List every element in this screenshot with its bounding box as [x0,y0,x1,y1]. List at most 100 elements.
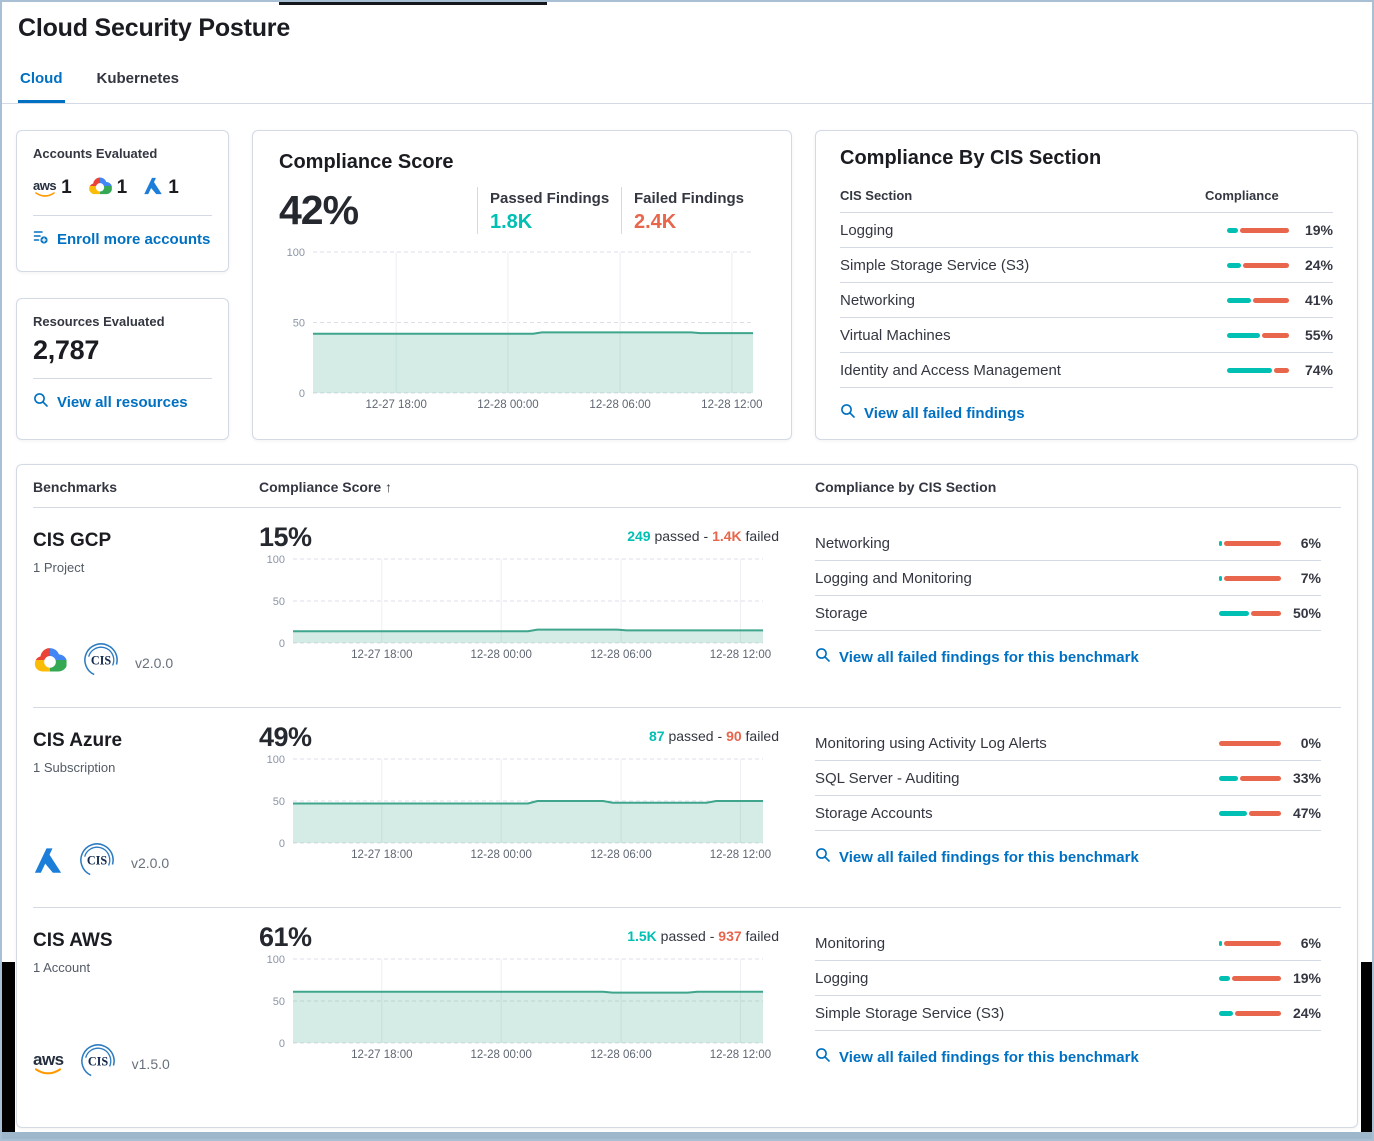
svg-text:12-27 18:00: 12-27 18:00 [351,849,412,861]
compliance-bar [1227,332,1289,338]
search-icon [815,1047,831,1067]
benchmark-section-row: Networking 6% [815,526,1321,561]
gcp-icon [88,176,112,201]
svg-text:12-28 06:00: 12-28 06:00 [590,649,651,661]
compliance-bar [1219,540,1281,546]
compliance-score-value: 42% [279,187,359,233]
letterbox-right [1361,962,1372,1136]
aws-icon: aws [33,1051,64,1076]
benchmark-trend-chart: 0 50 100 12-27 18:00 12-28 00:00 12-28 06:00 1… [259,753,779,868]
svg-text:50: 50 [273,796,285,808]
benchmark-scope: 1 Project [33,560,85,575]
svg-text:0: 0 [279,638,285,650]
failed-findings-value: 2.4K [633,211,677,233]
compliance-score-card: Compliance Score 42% Passed Findings 1.8… [252,130,792,440]
compliance-bar [1227,367,1289,373]
svg-text:100: 100 [287,247,305,259]
view-failed-findings-benchmark-link[interactable]: View all failed findings for this benchm… [815,647,1321,667]
svg-text:12-28 12:00: 12-28 12:00 [710,649,771,661]
svg-text:12-28 06:00: 12-28 06:00 [590,849,651,861]
svg-text:12-28 12:00: 12-28 12:00 [710,1049,771,1061]
cis-section-table: CIS Section Compliance Logging 19% Simpl… [840,182,1333,388]
benchmark-section-row: SQL Server - Auditing 33% [815,761,1321,796]
benchmark-trend-chart: 0 50 100 12-27 18:00 12-28 00:00 12-28 06:00 1… [259,953,779,1068]
compliance-bar [1227,262,1289,268]
compliance-bar [1227,227,1289,233]
cis-section-row: Logging 19% [840,213,1333,248]
benchmark-row-cis-azure: CIS Azure 1 Subscription [33,708,1341,908]
tab-bar: Cloud Kubernetes [2,70,1372,104]
svg-text:50: 50 [293,318,305,330]
resources-evaluated-title: Resources Evaluated [33,314,165,329]
svg-text:12-28 12:00: 12-28 12:00 [701,399,762,411]
provider-counts: aws 1 [33,173,212,203]
cis-logo: CIS [77,840,117,885]
resources-evaluated-value: 2,787 [33,335,100,365]
svg-text:100: 100 [267,754,285,766]
aws-account-count: aws 1 [33,177,72,198]
svg-text:100: 100 [267,954,285,966]
compliance-bar [1219,940,1281,946]
svg-text:12-27 18:00: 12-27 18:00 [351,649,412,661]
svg-text:12-28 00:00: 12-28 00:00 [471,1049,532,1061]
benchmarks-column-header: Benchmarks [33,465,259,508]
cis-section-row: Simple Storage Service (S3) 24% [840,248,1333,283]
search-icon [815,847,831,867]
compliance-bar [1219,810,1281,816]
gcp-account-count: 1 [88,176,127,201]
compliance-column-header: Compliance [1205,188,1279,203]
svg-text:0: 0 [279,1038,285,1050]
dashboard-content: Accounts Evaluated aws 1 [2,104,1372,1128]
letterbox-left [2,962,15,1136]
tab-cloud[interactable]: Cloud [18,70,65,103]
cis-section-column-header: CIS Section [840,188,913,203]
svg-text:12-28 06:00: 12-28 06:00 [589,399,650,411]
view-all-failed-findings-link[interactable]: View all failed findings [840,403,1333,423]
benchmark-score: 15% [259,522,312,552]
failed-findings-kpi: Failed Findings 2.4K [620,187,765,234]
accounts-evaluated-card: Accounts Evaluated aws 1 [16,130,229,272]
passed-failed-summary: 1.5K passed - 937 failed [627,928,779,944]
compliance-bar [1219,575,1281,581]
benchmark-scope: 1 Account [33,960,91,975]
svg-text:100: 100 [267,554,285,566]
benchmark-version: v1.5.0 [131,1055,170,1072]
view-all-resources-link[interactable]: View all resources [33,392,212,412]
benchmark-row-cis-gcp: CIS GCP 1 Project [33,508,1341,708]
accounts-evaluated-title: Accounts Evaluated [33,146,158,161]
cis-section-row: Networking 41% [840,283,1333,318]
tab-kubernetes[interactable]: Kubernetes [96,70,180,87]
cis-section-card-title: Compliance By CIS Section [840,147,1102,169]
compliance-score-title: Compliance Score [279,151,454,173]
svg-text:12-28 00:00: 12-28 00:00 [471,849,532,861]
card-divider [33,378,212,379]
search-icon [815,647,831,667]
benchmark-name: CIS AWS [33,930,113,951]
compliance-score-column-header[interactable]: Compliance Score ↑ [259,465,779,508]
passed-findings-kpi: Passed Findings 1.8K [476,187,621,234]
svg-text:CIS: CIS [87,1054,108,1068]
search-icon [840,403,856,423]
failed-findings-label: Failed Findings [633,190,744,207]
benchmarks-table-header: Benchmarks Compliance Score ↑ Compliance… [33,465,1341,508]
svg-text:0: 0 [299,388,305,400]
enroll-more-accounts-link[interactable]: Enroll more accounts [33,229,212,249]
benchmark-row-cis-aws: CIS AWS 1 Account aws CIS [33,908,1341,1108]
cis-section-row: Virtual Machines 55% [840,318,1333,353]
svg-text:12-28 12:00: 12-28 12:00 [710,849,771,861]
cis-sections-column-header: Compliance by CIS Section [779,465,1341,508]
benchmark-name: CIS GCP [33,530,112,551]
cis-logo: CIS [78,1041,118,1086]
passed-failed-summary: 249 passed - 1.4K failed [627,528,779,544]
list-add-icon [33,229,49,249]
passed-findings-value: 1.8K [489,211,533,233]
view-failed-findings-benchmark-link[interactable]: View all failed findings for this benchm… [815,1047,1321,1067]
compliance-bar [1219,975,1281,981]
gcp-icon [33,646,67,679]
window-bottom-edge [2,1132,1372,1139]
benchmark-section-row: Logging 19% [815,961,1321,996]
view-failed-findings-benchmark-link[interactable]: View all failed findings for this benchm… [815,847,1321,867]
svg-text:12-28 00:00: 12-28 00:00 [477,399,538,411]
page-header: Cloud Security Posture [2,2,1372,45]
benchmark-version: v2.0.0 [135,654,174,671]
